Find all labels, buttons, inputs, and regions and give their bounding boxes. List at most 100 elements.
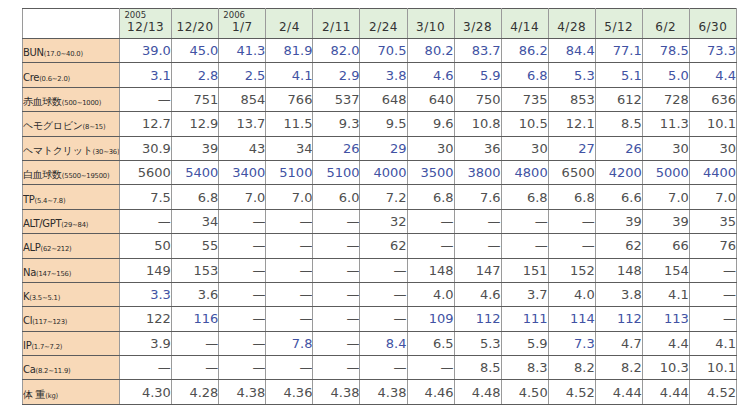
date-column-header: 3/10 bbox=[407, 9, 454, 39]
table-row: 体 重(kg)4.304.284.384.364.384.384.464.484… bbox=[23, 380, 737, 404]
value-cell: 62 bbox=[595, 234, 642, 258]
value-cell: 6.0 bbox=[313, 185, 360, 209]
table-row: ヘモグロビン(8~15)12.712.913.711.59.39.59.610.… bbox=[23, 112, 737, 136]
corner-cell bbox=[23, 9, 120, 39]
value-cell: 12.1 bbox=[548, 112, 595, 136]
reference-range: (29~84) bbox=[61, 221, 88, 229]
value-cell: 4200 bbox=[595, 160, 642, 184]
table-row: Cl(117~123)122116————109112111114112113— bbox=[23, 307, 737, 331]
value-cell: 5.3 bbox=[548, 63, 595, 87]
value-cell: 3400 bbox=[219, 160, 266, 184]
value-cell: 4.30 bbox=[120, 380, 171, 404]
value-cell: 5.9 bbox=[501, 331, 548, 355]
value-cell: — bbox=[313, 209, 360, 233]
lab-results-table: 200512/1312/2020061/72/42/112/243/103/28… bbox=[22, 8, 737, 405]
value-cell: 3500 bbox=[407, 160, 454, 184]
value-cell: — bbox=[219, 258, 266, 282]
value-cell: — bbox=[689, 307, 736, 331]
value-cell: 29 bbox=[360, 136, 407, 160]
value-cell: — bbox=[454, 234, 501, 258]
value-cell: 30 bbox=[689, 136, 736, 160]
test-name: ALT/GPT bbox=[23, 218, 61, 229]
value-cell: 8.2 bbox=[548, 356, 595, 380]
test-name: Ca bbox=[23, 364, 36, 375]
value-cell: 4.4 bbox=[689, 63, 736, 87]
date-label: 1/7 bbox=[219, 20, 265, 38]
test-name: 赤血球数 bbox=[23, 96, 62, 107]
value-cell: 6.8 bbox=[501, 185, 548, 209]
value-cell: 80.2 bbox=[407, 39, 454, 63]
value-cell: 4.48 bbox=[454, 380, 501, 404]
value-cell: — bbox=[313, 234, 360, 258]
value-cell: — bbox=[171, 356, 218, 380]
value-cell: 7.0 bbox=[219, 185, 266, 209]
value-cell: 854 bbox=[219, 87, 266, 111]
value-cell: 751 bbox=[171, 87, 218, 111]
date-label: 12/20 bbox=[172, 20, 218, 38]
date-column-header: 12/20 bbox=[171, 9, 218, 39]
value-cell: — bbox=[360, 258, 407, 282]
value-cell: 50 bbox=[120, 234, 171, 258]
value-cell: 9.5 bbox=[360, 112, 407, 136]
value-cell: 73.3 bbox=[689, 39, 736, 63]
value-cell: — bbox=[120, 87, 171, 111]
value-cell: — bbox=[501, 209, 548, 233]
value-cell: — bbox=[219, 307, 266, 331]
value-cell: 4.6 bbox=[407, 63, 454, 87]
test-name: Cre bbox=[23, 72, 39, 83]
value-cell: 30 bbox=[642, 136, 689, 160]
value-cell: 35 bbox=[689, 209, 736, 233]
value-cell: 32 bbox=[360, 209, 407, 233]
value-cell: 2.5 bbox=[219, 63, 266, 87]
value-cell: 5.9 bbox=[454, 63, 501, 87]
table-body: BUN(17.0~40.0)39.045.041.381.982.070.580… bbox=[23, 39, 737, 405]
year-label: 2005 bbox=[124, 11, 146, 20]
value-cell: 7.3 bbox=[548, 331, 595, 355]
date-column-header: 2/4 bbox=[266, 9, 313, 39]
value-cell: 853 bbox=[548, 87, 595, 111]
value-cell: 7.0 bbox=[689, 185, 736, 209]
date-label: 4/14 bbox=[502, 20, 548, 38]
date-column-header: 5/12 bbox=[595, 9, 642, 39]
row-label: K(3.5~5.1) bbox=[23, 282, 120, 306]
value-cell: 4800 bbox=[501, 160, 548, 184]
date-label: 6/2 bbox=[643, 20, 689, 38]
value-cell: — bbox=[501, 234, 548, 258]
value-cell: 4.4 bbox=[642, 331, 689, 355]
row-label: ALT/GPT(29~84) bbox=[23, 209, 120, 233]
value-cell: 112 bbox=[595, 307, 642, 331]
table-row: K(3.5~5.1)3.33.6————4.04.63.74.03.84.1— bbox=[23, 282, 737, 306]
value-cell: 7.2 bbox=[360, 185, 407, 209]
value-cell: 39 bbox=[595, 209, 642, 233]
value-cell: — bbox=[219, 331, 266, 355]
value-cell: 9.3 bbox=[313, 112, 360, 136]
value-cell: 82.0 bbox=[313, 39, 360, 63]
value-cell: 5100 bbox=[313, 160, 360, 184]
value-cell: 4.52 bbox=[689, 380, 736, 404]
value-cell: 728 bbox=[642, 87, 689, 111]
value-cell: 4.0 bbox=[407, 282, 454, 306]
date-column-header: 20061/7 bbox=[219, 9, 266, 39]
value-cell: 7.5 bbox=[120, 185, 171, 209]
value-cell: 39 bbox=[642, 209, 689, 233]
value-cell: — bbox=[266, 282, 313, 306]
value-cell: 4.36 bbox=[266, 380, 313, 404]
value-cell: 7.8 bbox=[266, 331, 313, 355]
value-cell: 636 bbox=[689, 87, 736, 111]
row-label: 体 重(kg) bbox=[23, 380, 120, 404]
value-cell: 62 bbox=[360, 234, 407, 258]
value-cell: — bbox=[407, 356, 454, 380]
date-label: 2/4 bbox=[266, 20, 312, 38]
value-cell: 148 bbox=[595, 258, 642, 282]
row-label: IP(1.7~7.2) bbox=[23, 331, 120, 355]
value-cell: 10.1 bbox=[689, 112, 736, 136]
value-cell: 152 bbox=[548, 258, 595, 282]
reference-range: (500~1000) bbox=[62, 99, 101, 107]
date-column-header: 3/28 bbox=[454, 9, 501, 39]
reference-range: (1.7~7.2) bbox=[31, 343, 62, 351]
value-cell: 4.0 bbox=[548, 282, 595, 306]
value-cell: — bbox=[689, 258, 736, 282]
value-cell: 109 bbox=[407, 307, 454, 331]
value-cell: — bbox=[407, 209, 454, 233]
value-cell: 41.3 bbox=[219, 39, 266, 63]
